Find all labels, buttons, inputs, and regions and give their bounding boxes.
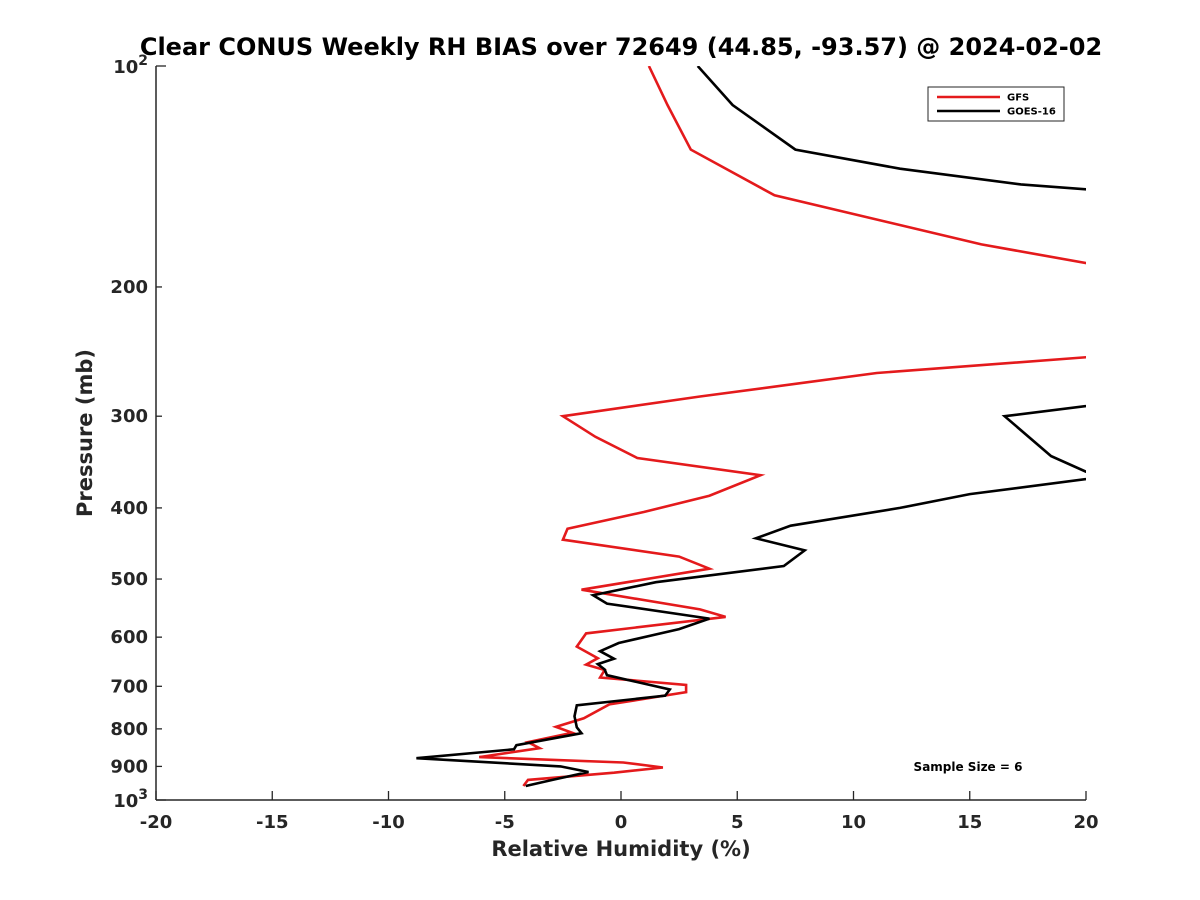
ticks-layer: -20 -15 -10 -5 0 5 10 15 20 102 103 200 300 400 500 600… <box>110 53 1098 833</box>
x-tick-label: -10 <box>372 812 405 833</box>
x-tick-label: 15 <box>957 812 982 833</box>
y-tick-label: 400 <box>110 498 148 519</box>
series-line-goes-16 <box>416 404 1086 788</box>
x-tick-label: -20 <box>140 812 173 833</box>
series-line-gfs <box>647 66 1086 265</box>
series-layer <box>416 66 1086 788</box>
y-tick-label: 700 <box>110 676 148 697</box>
y-decade-tick-label: 102 <box>113 53 148 78</box>
series-line-gfs <box>479 355 1086 787</box>
sample-size-annotation: Sample Size = 6 <box>914 760 1023 774</box>
legend-label-goes-16: GOES-16 <box>1007 107 1056 118</box>
y-tick-label: 300 <box>110 406 148 427</box>
chart-title: Clear CONUS Weekly RH BIAS over 72649 (4… <box>140 33 1102 61</box>
y-tick-label: 500 <box>110 569 148 590</box>
x-axis-label: Relative Humidity (%) <box>491 837 750 861</box>
y-tick-label: 900 <box>110 756 148 777</box>
legend: GFS GOES-16 <box>927 86 1065 122</box>
x-tick-label: -5 <box>495 812 515 833</box>
x-tick-label: 20 <box>1073 812 1098 833</box>
y-decade-tick-label: 103 <box>113 787 148 812</box>
series-line-goes-16 <box>696 66 1086 191</box>
y-tick-label: 200 <box>110 277 148 298</box>
y-axis-label: Pressure (mb) <box>73 349 97 517</box>
axes-layer <box>155 66 1086 801</box>
x-tick-label: 5 <box>731 812 744 833</box>
legend-label-gfs: GFS <box>1007 93 1029 104</box>
x-tick-label: 10 <box>841 812 866 833</box>
x-tick-label: 0 <box>615 812 628 833</box>
y-tick-label: 600 <box>110 627 148 648</box>
y-tick-label: 800 <box>110 719 148 740</box>
legend-box <box>927 86 1065 122</box>
x-tick-label: -15 <box>256 812 289 833</box>
